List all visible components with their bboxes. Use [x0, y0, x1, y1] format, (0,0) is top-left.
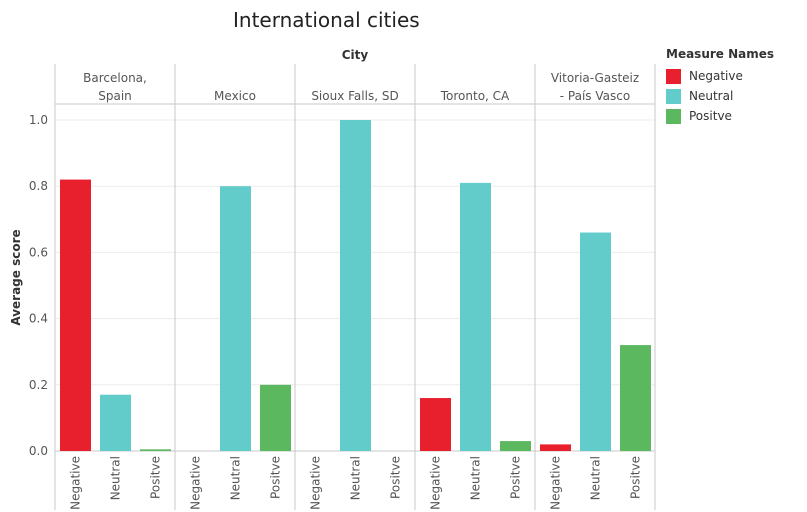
- legend-swatch-negative: [666, 68, 681, 84]
- legend-title: Measure Names: [666, 47, 775, 61]
- y-tick-label: 0.8: [29, 179, 48, 193]
- bar-neutral: [580, 232, 611, 451]
- bar-positve: [260, 384, 291, 451]
- x-tick-label: Positve: [149, 456, 163, 499]
- bar-positve: [500, 441, 531, 451]
- city-header-line: Vitoria-Gasteiz: [551, 71, 639, 85]
- bar-negative: [540, 444, 571, 451]
- x-tick-label: Negative: [309, 456, 323, 510]
- x-tick-label: Positve: [389, 456, 403, 499]
- x-tick-label: Neutral: [589, 456, 603, 500]
- legend: Measure Names Negative Neutral Positve: [666, 47, 807, 126]
- x-tick-label: Positve: [269, 456, 283, 499]
- x-tick-label: Neutral: [229, 456, 243, 500]
- legend-item-negative[interactable]: Negative: [666, 66, 807, 86]
- x-tick-label: Neutral: [349, 456, 363, 500]
- x-tick-label: Negative: [189, 456, 203, 510]
- y-tick-label: 0.2: [29, 378, 48, 392]
- x-tick-label: Positve: [509, 456, 523, 499]
- legend-label-neutral: Neutral: [689, 89, 734, 103]
- bar-neutral: [340, 120, 371, 451]
- bar-negative: [60, 179, 91, 451]
- column-header: City: [342, 48, 369, 62]
- legend-label-positive: Positve: [689, 109, 732, 123]
- x-tick-label: Negative: [549, 456, 563, 510]
- y-tick-label: 0.6: [29, 245, 48, 259]
- city-header-line: - País Vasco: [560, 89, 630, 103]
- legend-swatch-positive: [666, 108, 681, 124]
- y-tick-label: 0.4: [29, 312, 48, 326]
- bar-positve: [140, 449, 171, 451]
- bar-negative: [420, 398, 451, 451]
- city-header-line: Spain: [98, 89, 132, 103]
- legend-item-neutral[interactable]: Neutral: [666, 86, 807, 106]
- chart-title: International cities: [233, 8, 420, 32]
- bar-neutral: [460, 182, 491, 451]
- legend-label-negative: Negative: [689, 69, 743, 83]
- legend-swatch-neutral: [666, 88, 681, 104]
- y-tick-label: 0.0: [29, 444, 48, 458]
- city-header: Sioux Falls, SD: [311, 89, 398, 103]
- city-header: Mexico: [214, 89, 256, 103]
- city-header-line: Barcelona,: [83, 71, 147, 85]
- x-tick-label: Neutral: [469, 456, 483, 500]
- bar-neutral: [100, 394, 131, 451]
- x-tick-label: Positve: [629, 456, 643, 499]
- x-tick-label: Negative: [429, 456, 443, 510]
- y-axis-label: Average score: [9, 229, 23, 325]
- x-tick-label: Neutral: [109, 456, 123, 500]
- bar-neutral: [220, 186, 251, 451]
- x-tick-label: Negative: [69, 456, 83, 510]
- y-tick-label: 1.0: [29, 113, 48, 127]
- legend-item-positive[interactable]: Positve: [666, 106, 807, 126]
- bar-positve: [620, 345, 651, 451]
- city-header: Toronto, CA: [440, 89, 510, 103]
